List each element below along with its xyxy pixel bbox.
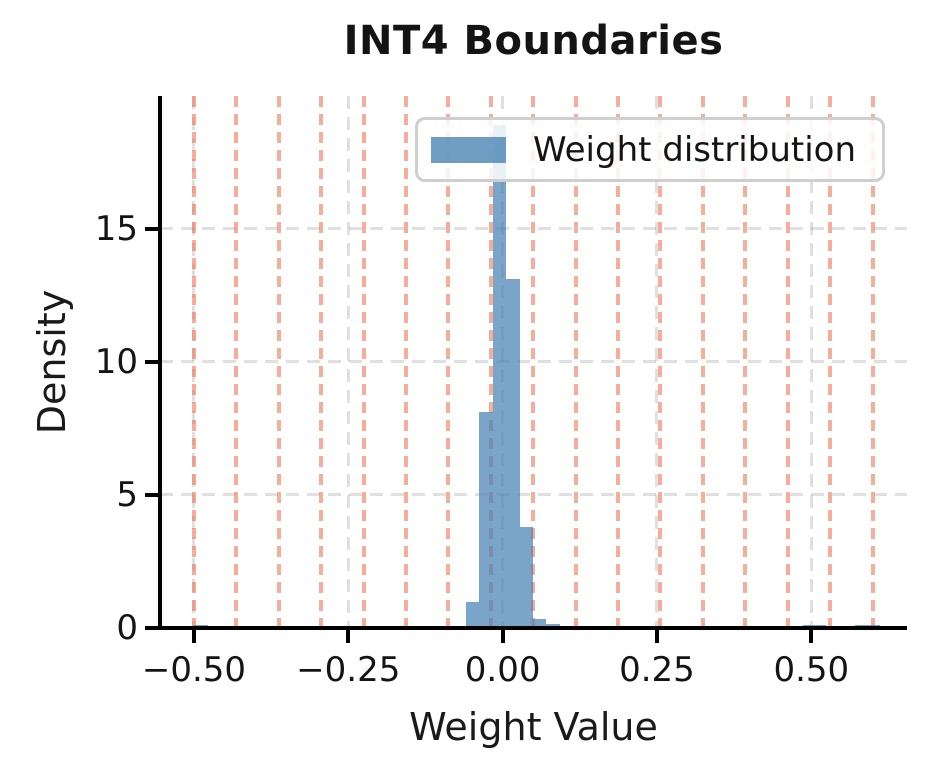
histogram-bar (465, 601, 480, 628)
x-tick-label: −0.50 (141, 650, 247, 690)
int4-boundary-line (700, 96, 705, 628)
int4-boundary-line (743, 96, 748, 628)
histogram-bar (506, 279, 520, 628)
x-tick-label: 0.25 (619, 650, 695, 690)
histogram-bar (532, 618, 547, 628)
x-tick-mark (809, 629, 814, 643)
int4-boundary-line (616, 96, 621, 628)
x-gridline (809, 96, 813, 628)
int4-boundary-line (658, 96, 663, 628)
y-tick-mark (145, 359, 158, 364)
int4-boundary-line (234, 96, 239, 628)
chart-title: INT4 Boundaries (343, 18, 724, 64)
y-tick-label: 10 (94, 341, 138, 382)
int4-boundary-line (446, 96, 451, 628)
x-tick-mark (654, 629, 659, 643)
int4-boundary-line (191, 96, 196, 628)
legend-label: Weight distribution (533, 129, 857, 170)
x-tick-label: 0.50 (773, 650, 850, 690)
histogram-bar (492, 125, 507, 628)
y-tick-mark (145, 226, 158, 231)
y-tick-label: 0 (116, 607, 138, 648)
int4-boundary-line (785, 96, 790, 628)
int4-boundary-line (361, 96, 366, 628)
x-axis-spine (158, 625, 907, 630)
y-tick-mark (145, 492, 158, 497)
histogram-bar (479, 412, 493, 628)
x-tick-mark (346, 629, 351, 643)
y-axis-spine (158, 96, 162, 630)
int4-boundary-line (319, 96, 324, 628)
int4-boundary-line (488, 96, 493, 628)
int4-boundary-line (573, 96, 578, 628)
y-tick-label: 15 (94, 208, 138, 249)
legend: Weight distribution (415, 117, 885, 182)
x-tick-mark (500, 629, 505, 643)
x-gridline (346, 96, 350, 628)
y-tick-label: 5 (116, 474, 138, 515)
x-gridline (655, 96, 659, 628)
x-tick-label: 0.00 (464, 650, 541, 690)
x-tick-label: −0.25 (296, 650, 401, 690)
int4-boundary-line (531, 96, 536, 628)
x-tick-mark (191, 629, 196, 643)
x-axis-label: Weight Value (409, 705, 658, 749)
int4-boundary-line (276, 96, 281, 628)
y-tick-mark (145, 625, 158, 630)
legend-swatch-weight-distribution (431, 136, 506, 163)
int4-boundary-line (870, 96, 875, 628)
histogram-bar (519, 527, 533, 628)
int4-boundary-line (404, 96, 409, 628)
int4-boundary-line (828, 96, 833, 628)
